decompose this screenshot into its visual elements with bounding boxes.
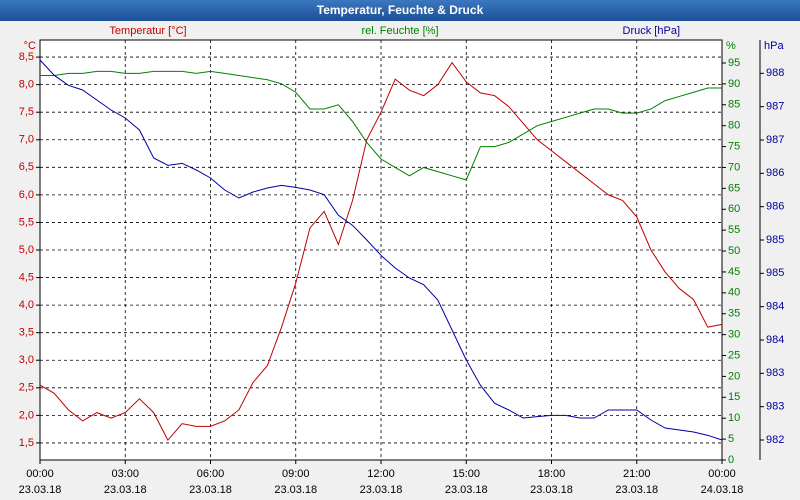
y3-tick-label: 988 <box>766 67 784 79</box>
x-tick-label: 12:00 <box>367 468 395 480</box>
x-tick-label: 09:00 <box>282 468 310 480</box>
y-tick-label: 5,0 <box>19 244 34 256</box>
y-unit: °C <box>24 40 36 52</box>
x-tick-label: 21:00 <box>623 468 651 480</box>
y2-tick-label: 10 <box>728 412 740 424</box>
y-tick-label: 8,5 <box>19 51 34 63</box>
y2-tick-label: 60 <box>728 203 740 215</box>
y-tick-label: 2,0 <box>19 409 34 421</box>
series-line <box>40 70 722 181</box>
y2-tick-label: 5 <box>728 433 734 445</box>
y-tick-label: 4,5 <box>19 271 34 283</box>
y3-tick-label: 985 <box>766 234 784 246</box>
legend-label: Druck [hPa] <box>623 25 680 37</box>
legend-label: rel. Feuchte [%] <box>361 25 438 37</box>
x-tick-label: 15:00 <box>452 468 480 480</box>
x-tick-date: 23.03.18 <box>104 484 147 496</box>
y-tick-label: 4,0 <box>19 299 34 311</box>
y-tick-label: 8,0 <box>19 79 34 91</box>
x-tick-label: 18:00 <box>538 468 566 480</box>
y2-tick-label: 40 <box>728 287 740 299</box>
x-tick-label: 00:00 <box>708 468 736 480</box>
chart-title: Temperatur, Feuchte & Druck <box>317 3 484 17</box>
y3-tick-label: 987 <box>766 134 784 146</box>
y2-tick-label: 50 <box>728 245 740 257</box>
legend-label: Temperatur [°C] <box>109 25 186 37</box>
y3-tick-label: 983 <box>766 401 784 413</box>
y3-tick-label: 986 <box>766 167 784 179</box>
y-tick-label: 3,0 <box>19 354 34 366</box>
y2-unit: % <box>726 40 736 52</box>
y3-tick-label: 984 <box>766 301 784 313</box>
y3-tick-label: 983 <box>766 367 784 379</box>
y2-tick-label: 85 <box>728 99 740 111</box>
y3-unit: hPa <box>764 40 784 52</box>
y-tick-label: 3,5 <box>19 327 34 339</box>
y2-tick-label: 90 <box>728 78 740 90</box>
x-tick-date: 23.03.18 <box>19 484 62 496</box>
y-tick-label: 1,5 <box>19 437 34 449</box>
y2-tick-label: 45 <box>728 266 740 278</box>
y2-tick-label: 20 <box>728 370 740 382</box>
y-tick-label: 6,0 <box>19 189 34 201</box>
y2-tick-label: 30 <box>728 329 740 341</box>
y2-tick-label: 35 <box>728 308 740 320</box>
x-tick-date: 23.03.18 <box>530 484 573 496</box>
series-line <box>39 59 723 441</box>
plot-border <box>39 39 723 461</box>
x-tick-date: 23.03.18 <box>189 484 232 496</box>
y2-tick-label: 55 <box>728 224 740 236</box>
y3-tick-label: 982 <box>766 434 784 446</box>
y-tick-label: 7,0 <box>19 134 34 146</box>
y2-tick-label: 75 <box>728 140 740 152</box>
x-tick-label: 00:00 <box>26 468 54 480</box>
x-tick-date: 23.03.18 <box>360 484 403 496</box>
y-tick-label: 6,5 <box>19 161 34 173</box>
x-tick-date: 23.03.18 <box>274 484 317 496</box>
y3-tick-label: 986 <box>766 201 784 213</box>
y2-tick-label: 15 <box>728 391 740 403</box>
x-tick-label: 03:00 <box>111 468 139 480</box>
x-tick-date: 23.03.18 <box>445 484 488 496</box>
y-tick-label: 7,5 <box>19 106 34 118</box>
x-tick-date: 23.03.18 <box>615 484 658 496</box>
y2-tick-label: 25 <box>728 349 740 361</box>
y3-tick-label: 984 <box>766 334 784 346</box>
series-line <box>39 61 723 442</box>
y2-tick-label: 0 <box>728 454 734 466</box>
y-tick-label: 2,5 <box>19 382 34 394</box>
y2-tick-label: 95 <box>728 57 740 69</box>
x-tick-label: 06:00 <box>197 468 225 480</box>
y2-tick-label: 80 <box>728 120 740 132</box>
y-tick-label: 5,5 <box>19 216 34 228</box>
y3-tick-label: 985 <box>766 267 784 279</box>
title-bar <box>0 0 800 21</box>
y2-tick-label: 65 <box>728 182 740 194</box>
x-tick-date: 24.03.18 <box>701 484 744 496</box>
y3-tick-label: 987 <box>766 101 784 113</box>
y2-tick-label: 70 <box>728 161 740 173</box>
